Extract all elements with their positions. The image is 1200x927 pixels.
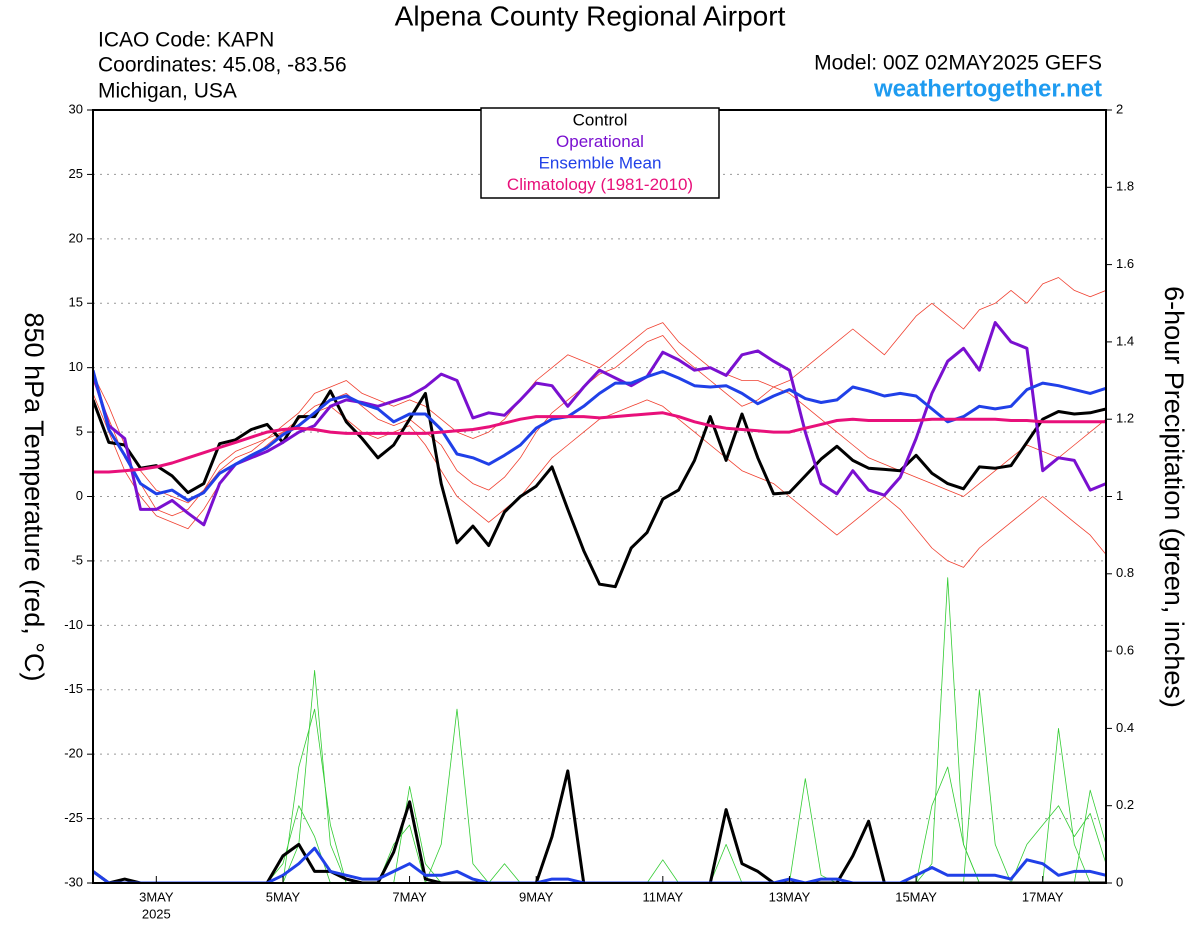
precip-member-line	[93, 766, 1106, 883]
y-tick-label: 15	[69, 295, 83, 310]
precip-line	[93, 846, 1106, 883]
y2-tick-label: 1.8	[1116, 179, 1134, 194]
y2-tick-label: 0.6	[1116, 643, 1134, 658]
legend-entry: Ensemble Mean	[539, 153, 662, 172]
precip-member-line	[93, 577, 1106, 883]
x-tick-label: 13MAY	[769, 889, 811, 904]
y2-tick-label: 1.6	[1116, 256, 1134, 271]
y2-tick-label: 0.2	[1116, 797, 1134, 812]
x-year-label: 2025	[142, 906, 171, 921]
y2-tick-label: 2	[1116, 101, 1123, 116]
x-tick-label: 5MAY	[266, 889, 301, 904]
legend: Control Operational Ensemble Mean Climatolo…	[507, 110, 693, 194]
series-line	[93, 369, 1106, 502]
info-line: Coordinates: 45.08, -83.56	[98, 54, 347, 77]
y-tick-label: 30	[69, 101, 83, 116]
info-line: Michigan, USA	[98, 80, 237, 103]
model-label: Model: 00Z 02MAY2025 GEFS	[814, 52, 1102, 75]
y2-tick-label: 0	[1116, 874, 1123, 889]
source-label: weathertogether.net	[873, 75, 1102, 102]
y-tick-label: 20	[69, 230, 83, 245]
member-line	[93, 277, 1106, 517]
legend-entry: Operational	[556, 132, 644, 151]
y-tick-label: 10	[69, 359, 83, 374]
y-tick-label: -25	[64, 810, 83, 825]
info-line: ICAO Code: KAPN	[98, 29, 274, 52]
x-tick-label: 17MAY	[1022, 889, 1064, 904]
axes: -30-25-20-15-10-505101520253000.20.40.60…	[64, 101, 1134, 921]
y2-tick-label: 0.4	[1116, 720, 1134, 735]
y2-axis-label: 6-hour Precipitation (green, inches)	[1159, 286, 1189, 708]
x-tick-label: 11MAY	[642, 889, 683, 904]
legend-entry: Climatology (1981-2010)	[507, 175, 693, 194]
x-tick-label: 9MAY	[519, 889, 554, 904]
legend-entry: Control	[573, 110, 628, 129]
y-tick-label: -15	[64, 681, 83, 696]
y-tick-label: 0	[76, 488, 83, 503]
x-tick-label: 15MAY	[895, 889, 937, 904]
y-tick-label: 5	[76, 424, 83, 439]
y-tick-label: -10	[64, 617, 83, 632]
x-tick-label: 7MAY	[392, 889, 427, 904]
y-tick-label: -5	[71, 552, 83, 567]
y-tick-label: -20	[64, 746, 83, 761]
chart-title: Alpena County Regional Airport	[395, 0, 786, 31]
y-tick-label: -30	[64, 874, 83, 889]
x-tick-label: 3MAY	[139, 889, 174, 904]
y2-tick-label: 1.2	[1116, 411, 1134, 426]
y-tick-label: 25	[69, 166, 83, 181]
series-line	[93, 389, 1106, 589]
series-line	[93, 321, 1106, 527]
legend-box	[480, 107, 720, 199]
series-line	[93, 411, 1106, 474]
y2-tick-label: 0.8	[1116, 565, 1134, 580]
y-axis-label: 850 hPa Temperature (red, °C)	[19, 313, 49, 682]
y2-tick-label: 1	[1116, 488, 1123, 503]
y2-tick-label: 1.4	[1116, 333, 1134, 348]
plot-area	[93, 277, 1106, 883]
member-line	[93, 322, 1106, 504]
